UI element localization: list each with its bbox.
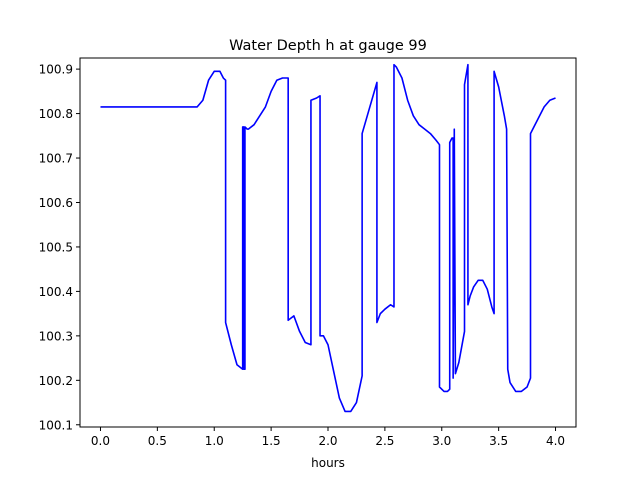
y-tick-label: 100.5 (39, 240, 73, 254)
x-tick-label: 4.0 (546, 434, 565, 448)
x-tick-label: 3.5 (489, 434, 508, 448)
y-tick-label: 100.2 (39, 374, 73, 388)
x-tick-label: 2.0 (318, 434, 337, 448)
x-tick-label: 0.5 (148, 434, 167, 448)
y-tick-label: 100.4 (39, 285, 73, 299)
chart-title: Water Depth h at gauge 99 (229, 38, 427, 54)
series-line (100, 63, 556, 413)
x-tick-label: 0.0 (91, 434, 110, 448)
series-layer (100, 63, 556, 413)
x-tick-label: 2.5 (375, 434, 394, 448)
x-tick-label: 3.0 (432, 434, 451, 448)
y-tick-label: 100.6 (39, 196, 73, 210)
axis-ticks: 0.0 0.5 1.0 1.5 2.0 2.5 3.0 3.5 4.0 100.1 100.2 100… (39, 63, 565, 448)
y-tick-label: 100.7 (39, 152, 73, 166)
x-tick-label: 1.5 (262, 434, 281, 448)
x-tick-label: 1.0 (205, 434, 224, 448)
plot-area-frame (79, 57, 577, 428)
y-tick-label: 100.9 (39, 63, 73, 77)
y-tick-label: 100.1 (39, 418, 73, 432)
y-tick-label: 100.8 (39, 107, 73, 121)
x-axis-label: hours (311, 456, 345, 470)
y-tick-label: 100.3 (39, 329, 73, 343)
